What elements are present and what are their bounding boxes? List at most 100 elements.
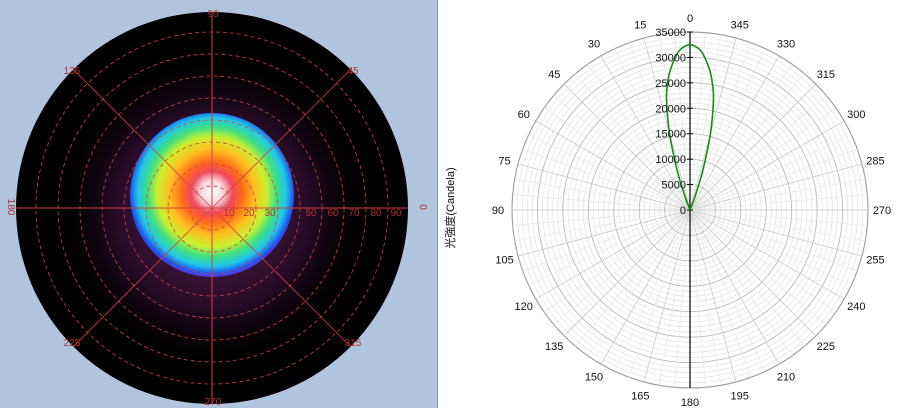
radial-labels: 0 5000 10000 15000 20000 25000 30000 35000 [655, 27, 686, 217]
polar-spoke [643, 37, 691, 211]
polar-spoke [674, 209, 691, 388]
heatmap-labels: 90 45 0 315 270 225 180 135 10 20 30 50 60 70 80 90 [5, 9, 428, 408]
polar-spoke [689, 134, 852, 211]
heatmap-angle-label: 315 [345, 338, 362, 349]
angle-tick-label: 0 [687, 13, 693, 25]
polar-spoke [514, 209, 691, 242]
polar-spoke [689, 209, 863, 257]
polar-spoke [689, 48, 766, 211]
heatmap-radius-label: 80 [370, 208, 382, 219]
heatmap-angle-label: 180 [5, 199, 16, 216]
angle-tick-label: 270 [873, 205, 891, 217]
polar-spoke [689, 209, 845, 300]
heatmap-radius-label: 30 [264, 208, 276, 219]
luminance-heatmap: 90 45 0 315 270 225 180 135 10 20 30 50 60 70 80 90 [5, 9, 428, 408]
polar-spoke [689, 148, 858, 211]
heatmap-spoke [73, 69, 213, 209]
polar-spoke [689, 194, 868, 211]
polar-spoke [522, 209, 691, 272]
heatmap-angle-label: 135 [64, 66, 81, 77]
polar-spoke [689, 209, 858, 272]
heatmap-angle-label: 90 [207, 9, 219, 20]
radial-tick-label: 25000 [655, 78, 686, 90]
polar-spoke [543, 107, 691, 211]
angle-tick-label: 225 [817, 341, 835, 353]
radial-tick-label: 5000 [662, 180, 686, 192]
heatmap-radius-label: 90 [390, 208, 402, 219]
polar-spoke [512, 209, 691, 226]
polar-spoke [517, 163, 691, 211]
heatmap-angle-label: 225 [64, 338, 81, 349]
angle-tick-label: 345 [731, 20, 749, 32]
angle-tick-label: 135 [545, 341, 563, 353]
y-axis-label: 光強度(Candela) [443, 167, 457, 248]
polar-spoke [689, 209, 817, 337]
polar-spoke [689, 63, 793, 211]
polar-spoke [643, 209, 691, 383]
polar-spoke [689, 209, 793, 357]
heatmap-spoke [73, 207, 213, 347]
polar-spoke [689, 178, 866, 211]
polar-spoke [689, 209, 866, 242]
polar-spoke [522, 148, 691, 211]
polar-spoke [553, 209, 691, 325]
polar-spoke [689, 120, 845, 211]
luminance-distribution-panel: 90 45 0 315 270 225 180 135 10 20 30 50 60 70 80 90 [0, 0, 438, 408]
radial-tick-label: 20000 [655, 103, 686, 115]
angle-tick-label: 300 [847, 109, 865, 121]
polar-spoke [689, 209, 766, 372]
polar-spoke [587, 209, 691, 357]
polar-spoke [689, 107, 837, 211]
angle-tick-label: 330 [777, 39, 795, 51]
angle-tick-label: 180 [681, 397, 699, 409]
polar-spoke [689, 209, 852, 286]
polar-spoke [600, 209, 691, 365]
polar-spoke [575, 209, 691, 347]
polar-spoke [689, 209, 868, 226]
angle-tick-label: 105 [495, 255, 513, 267]
angle-tick-label: 30 [588, 39, 600, 51]
polar-spoke [689, 209, 827, 325]
radial-tick-label: 10000 [655, 154, 686, 166]
polar-spoke [658, 34, 691, 211]
heatmap-grid [16, 12, 408, 404]
angle-tick-label: 45 [548, 69, 560, 81]
polar-spoke [689, 83, 817, 211]
polar-spoke [587, 63, 691, 211]
angle-tick-label: 150 [585, 371, 603, 383]
angle-tick-label: 120 [515, 301, 533, 313]
angle-tick-label: 90 [492, 205, 504, 217]
heatmap-spoke [211, 207, 351, 347]
polar-series [665, 43, 715, 211]
polar-spoke [553, 95, 691, 211]
polar-spoke [528, 209, 691, 286]
polar-spoke [600, 55, 691, 211]
heatmap-radius-label: 20 [243, 208, 255, 219]
polar-spoke [658, 209, 691, 386]
polar-spoke [543, 209, 691, 313]
polar-spoke [689, 55, 780, 211]
polar-spoke [689, 163, 863, 211]
polar-spoke [514, 178, 691, 211]
heatmap-radius-label: 50 [305, 208, 317, 219]
polar-spoke [689, 95, 827, 211]
angle-tick-label: 60 [518, 109, 530, 121]
polar-spoke [614, 209, 691, 372]
polar-spoke [689, 209, 805, 347]
polar-spoke [689, 209, 752, 378]
angle-tick-label: 240 [847, 301, 865, 313]
angle-tick-label: 315 [817, 69, 835, 81]
heatmap-spoke [211, 69, 351, 209]
radial-tick-label: 35000 [655, 27, 686, 39]
polar-spoke [689, 209, 722, 386]
heatmap-angle-label: 270 [205, 397, 222, 408]
polar-spoke [512, 194, 691, 211]
polar-spoke [689, 209, 837, 313]
radial-tick-label: 30000 [655, 52, 686, 64]
polar-spoke [689, 209, 737, 383]
angle-tick-label: 195 [731, 390, 749, 402]
radial-tick-label: 0 [680, 205, 686, 217]
polar-spoke [517, 209, 691, 257]
angle-tick-label: 165 [631, 390, 649, 402]
polar-spoke [535, 209, 691, 300]
